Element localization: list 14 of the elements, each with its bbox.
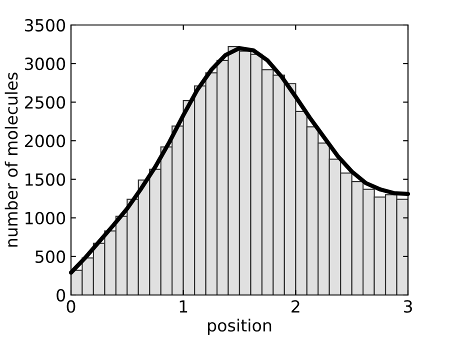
y-tick-label: 3500 [24, 18, 66, 32]
y-tick-label: 2500 [24, 96, 66, 109]
x-tick-label: 0 [66, 300, 76, 313]
y-tick-label: 2000 [24, 134, 66, 148]
y-tick-label: 3000 [24, 58, 66, 70]
x-tick-label: 3 [404, 300, 412, 313]
x-axis-title: position [208, 318, 272, 335]
y-axis-title: number of molecules [4, 72, 18, 247]
y-tick-label: 1000 [26, 212, 66, 224]
y-tick-label: 1500 [26, 173, 66, 186]
x-tick-label: 2 [292, 300, 300, 313]
y-tick-label: 500 [36, 250, 66, 263]
x-tick-label: 1 [180, 300, 188, 313]
y-tick-label: 0 [56, 288, 66, 302]
